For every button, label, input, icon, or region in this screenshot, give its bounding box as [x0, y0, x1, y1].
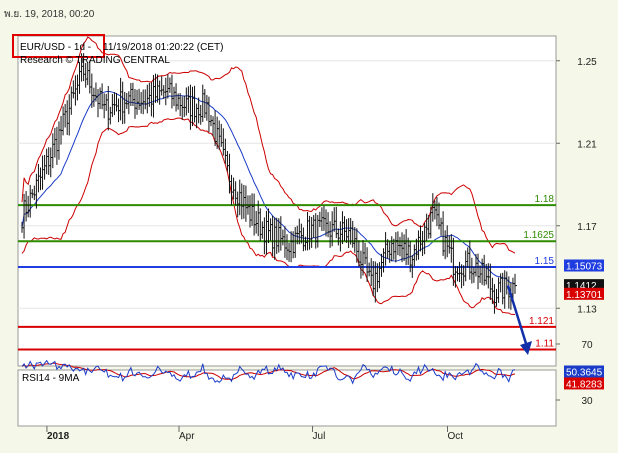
price-tag-label: 1.13701: [566, 290, 603, 301]
rsi-y-tick-label: 70: [581, 340, 593, 351]
y-tick-label: 1.25: [577, 57, 597, 68]
x-tick-label: Jul: [313, 431, 326, 442]
level-label: 1.18: [535, 194, 555, 205]
level-label: 1.1625: [523, 230, 554, 241]
x-tick-label: 2018: [47, 431, 70, 442]
y-tick-label: 1.17: [577, 222, 597, 233]
rsi-title: RSI14 - 9MA: [22, 373, 80, 384]
symbol-label: EUR/USD - 1d -: [20, 42, 91, 53]
y-tick-label: 1.21: [577, 139, 597, 150]
research-label: Research © TRADING CENTRAL: [20, 55, 170, 66]
rsi-y-tick-label: 30: [581, 396, 593, 407]
rsi-tag-label: 50.3645: [566, 367, 603, 378]
rsi-tag-label: 41.8283: [566, 379, 603, 390]
price-panel: [18, 36, 556, 366]
timestamp-label: 11/19/2018 01:20:22 (CET): [103, 42, 223, 53]
x-tick-label: Oct: [448, 431, 464, 442]
rsi-panel: [18, 370, 556, 426]
price-tag-label: 1.15073: [566, 261, 603, 272]
level-label: 1.11: [535, 339, 554, 350]
y-tick-label: 1.13: [577, 304, 597, 315]
x-tick-label: Apr: [179, 431, 195, 442]
level-label: 1.121: [529, 316, 554, 327]
level-label: 1.15: [535, 256, 555, 267]
